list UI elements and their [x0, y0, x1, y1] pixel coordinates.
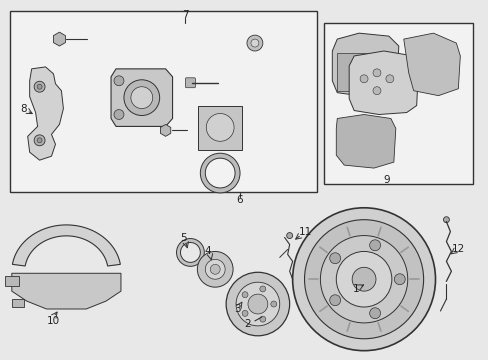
Circle shape: [123, 80, 160, 116]
Circle shape: [320, 235, 407, 323]
Circle shape: [329, 295, 340, 306]
Polygon shape: [12, 273, 121, 309]
Bar: [5, 276, 19, 286]
Circle shape: [351, 267, 375, 291]
Circle shape: [372, 69, 380, 77]
Circle shape: [393, 274, 405, 285]
Circle shape: [206, 113, 234, 141]
Polygon shape: [348, 51, 418, 114]
Circle shape: [270, 301, 276, 307]
Circle shape: [114, 109, 123, 120]
Text: 4: 4: [203, 247, 210, 256]
Circle shape: [225, 272, 289, 336]
Circle shape: [259, 316, 265, 322]
Circle shape: [329, 253, 340, 264]
Circle shape: [242, 310, 247, 316]
Text: 5: 5: [180, 233, 186, 243]
Polygon shape: [336, 114, 395, 168]
Polygon shape: [403, 33, 459, 96]
Circle shape: [385, 75, 393, 83]
Text: 8: 8: [20, 104, 27, 113]
Polygon shape: [160, 125, 170, 136]
Circle shape: [247, 294, 267, 314]
Circle shape: [286, 233, 292, 239]
Bar: [337, 53, 391, 91]
Text: 1: 1: [352, 284, 359, 294]
Circle shape: [34, 135, 45, 146]
Circle shape: [372, 87, 380, 95]
Polygon shape: [53, 32, 65, 46]
Text: 3: 3: [233, 304, 240, 314]
Bar: [12, 299, 24, 307]
Circle shape: [246, 35, 263, 51]
Circle shape: [37, 84, 42, 89]
Circle shape: [236, 282, 279, 326]
Bar: [324, 23, 472, 184]
Circle shape: [131, 87, 152, 109]
Text: 10: 10: [47, 316, 60, 326]
Text: 12: 12: [451, 244, 464, 255]
Circle shape: [292, 208, 435, 351]
Circle shape: [197, 251, 233, 287]
Circle shape: [37, 138, 42, 143]
Polygon shape: [332, 33, 398, 96]
Text: 7: 7: [182, 10, 188, 20]
Circle shape: [359, 75, 367, 83]
Circle shape: [369, 240, 380, 251]
Text: 11: 11: [298, 226, 311, 237]
Circle shape: [304, 220, 423, 339]
Text: 9: 9: [383, 175, 389, 185]
Polygon shape: [198, 105, 242, 150]
Circle shape: [242, 292, 247, 298]
Circle shape: [34, 81, 45, 92]
Circle shape: [114, 76, 123, 86]
Bar: [10, 11, 317, 192]
FancyBboxPatch shape: [185, 78, 195, 88]
Circle shape: [259, 286, 265, 292]
Circle shape: [443, 217, 448, 223]
Circle shape: [210, 264, 220, 274]
Circle shape: [336, 251, 391, 307]
Text: 6: 6: [236, 195, 243, 205]
Text: 2: 2: [244, 319, 251, 329]
Circle shape: [369, 308, 380, 319]
Circle shape: [250, 39, 258, 47]
Polygon shape: [28, 67, 63, 160]
Circle shape: [205, 260, 224, 279]
Polygon shape: [235, 289, 245, 301]
Polygon shape: [111, 69, 172, 126]
Polygon shape: [12, 225, 120, 266]
